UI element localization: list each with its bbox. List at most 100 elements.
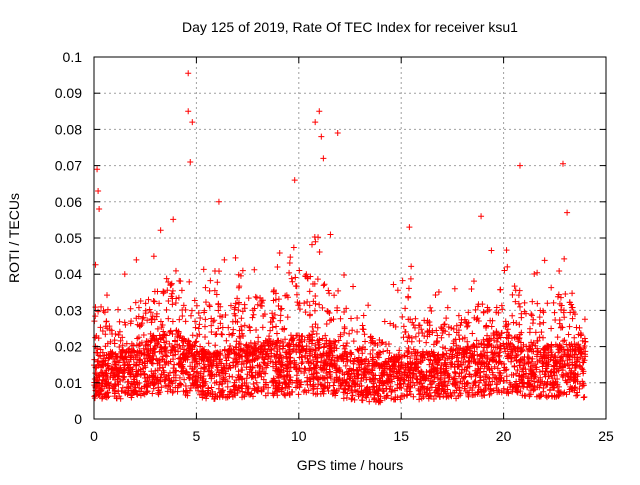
data-point [206,287,213,294]
data-point [565,331,572,338]
data-point [99,328,106,335]
data-point [306,348,313,355]
data-point [428,308,435,315]
data-point [483,344,490,351]
data-point [202,284,209,291]
data-point [186,278,193,285]
data-point [430,396,437,403]
data-point [134,391,141,398]
data-point [516,321,523,328]
data-point [489,356,496,363]
data-point [464,322,471,329]
data-point [447,359,454,366]
data-point [381,318,388,325]
data-point [286,368,293,375]
data-point [560,338,567,345]
y-tick-label: 0.01 [55,375,82,391]
data-point [579,359,586,366]
data-point [446,331,453,338]
data-point [453,395,460,402]
data-point [367,350,374,357]
data-point [540,334,547,341]
data-point [104,325,111,332]
data-point [511,362,518,369]
data-point [270,338,277,345]
data-point [540,319,547,326]
data-point [464,389,471,396]
data-point [249,346,256,353]
data-point [296,306,303,313]
data-point [337,382,344,389]
data-point [291,359,298,366]
data-point [270,315,277,322]
data-point [444,355,451,362]
data-point [211,287,218,294]
data-point [370,371,377,378]
data-point [121,271,128,278]
data-point [560,372,567,379]
data-point [322,332,329,339]
data-point [246,368,253,375]
data-point [386,372,393,379]
data-point [495,353,502,360]
data-point [175,294,182,301]
data-point [472,359,479,366]
data-point [115,306,122,313]
data-point [566,365,573,372]
data-point [486,375,493,382]
data-point [100,307,107,314]
data-point [525,359,532,366]
x-tick-label: 0 [90,428,98,444]
data-point [302,354,309,361]
data-point [575,331,582,338]
data-point [416,396,423,403]
data-point [157,336,164,343]
data-point [364,362,371,369]
data-point [538,392,545,399]
data-point [445,323,452,330]
data-point [397,396,404,403]
data-point [561,255,568,262]
data-point [362,346,369,353]
data-point [440,383,447,390]
data-point [208,362,215,369]
data-point [439,344,446,351]
data-point [191,297,198,304]
data-point [208,384,215,391]
data-point [515,292,522,299]
data-point [557,343,564,350]
data-point [557,356,564,363]
data-point [532,364,539,371]
data-point [321,281,328,288]
data-point [232,254,239,261]
data-point [310,298,317,305]
data-point [532,329,539,336]
data-point [313,369,320,376]
data-point [478,388,485,395]
data-point [191,352,198,359]
data-point [102,394,109,401]
data-point [103,318,110,325]
data-point [349,392,356,399]
data-point [309,382,316,389]
data-point [375,386,382,393]
data-point [348,396,355,403]
data-point [536,384,543,391]
data-point-outlier [320,155,327,162]
data-point [258,298,265,305]
data-point [573,392,580,399]
data-point [316,301,323,308]
data-point [550,379,557,386]
data-point [327,231,334,238]
data-point [418,369,425,376]
data-point [503,334,510,341]
data-point [142,378,149,385]
data-point [308,340,315,347]
data-point [581,394,588,401]
data-point [396,381,403,388]
data-point [528,311,535,318]
data-point [160,289,167,296]
data-point [390,322,397,329]
data-point [128,380,135,387]
data-point [483,322,490,329]
